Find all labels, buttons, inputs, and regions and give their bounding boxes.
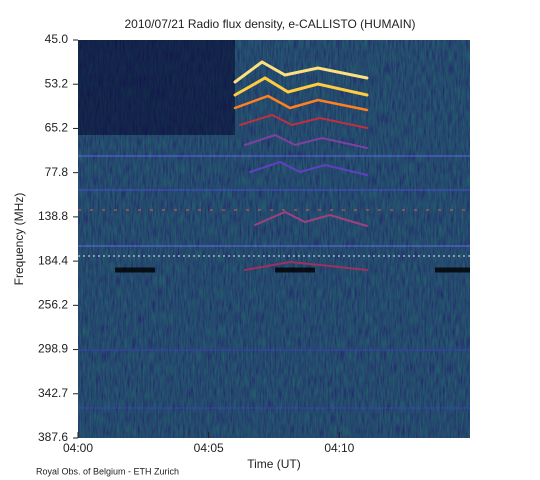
y-tick-label: 53.2 xyxy=(45,76,69,90)
y-tick-label: 342.7 xyxy=(38,386,68,400)
x-axis-label: Time (UT) xyxy=(247,457,301,471)
y-tick-label: 45.0 xyxy=(45,32,69,46)
y-tick-label: 256.2 xyxy=(38,298,68,312)
x-tick-label: 04:10 xyxy=(324,441,354,455)
y-tick-label: 184.4 xyxy=(38,253,68,267)
footer: Royal Obs. of Belgium - ETH Zurich xyxy=(36,466,179,476)
spectrogram xyxy=(78,40,470,438)
y-tick-label: 77.8 xyxy=(45,165,69,179)
y-tick-label: 387.6 xyxy=(38,430,68,444)
x-tick-label: 04:00 xyxy=(63,441,93,455)
y-tick-label: 65.2 xyxy=(45,121,69,135)
x-tick-label: 04:05 xyxy=(194,441,224,455)
y-axis-label: Frequency (MHz) xyxy=(12,193,26,286)
y-tick-label: 298.9 xyxy=(38,342,68,356)
y-tick-label: 138.8 xyxy=(38,209,68,223)
chart-title: 2010/07/21 Radio flux density, e-CALLIST… xyxy=(124,17,415,31)
